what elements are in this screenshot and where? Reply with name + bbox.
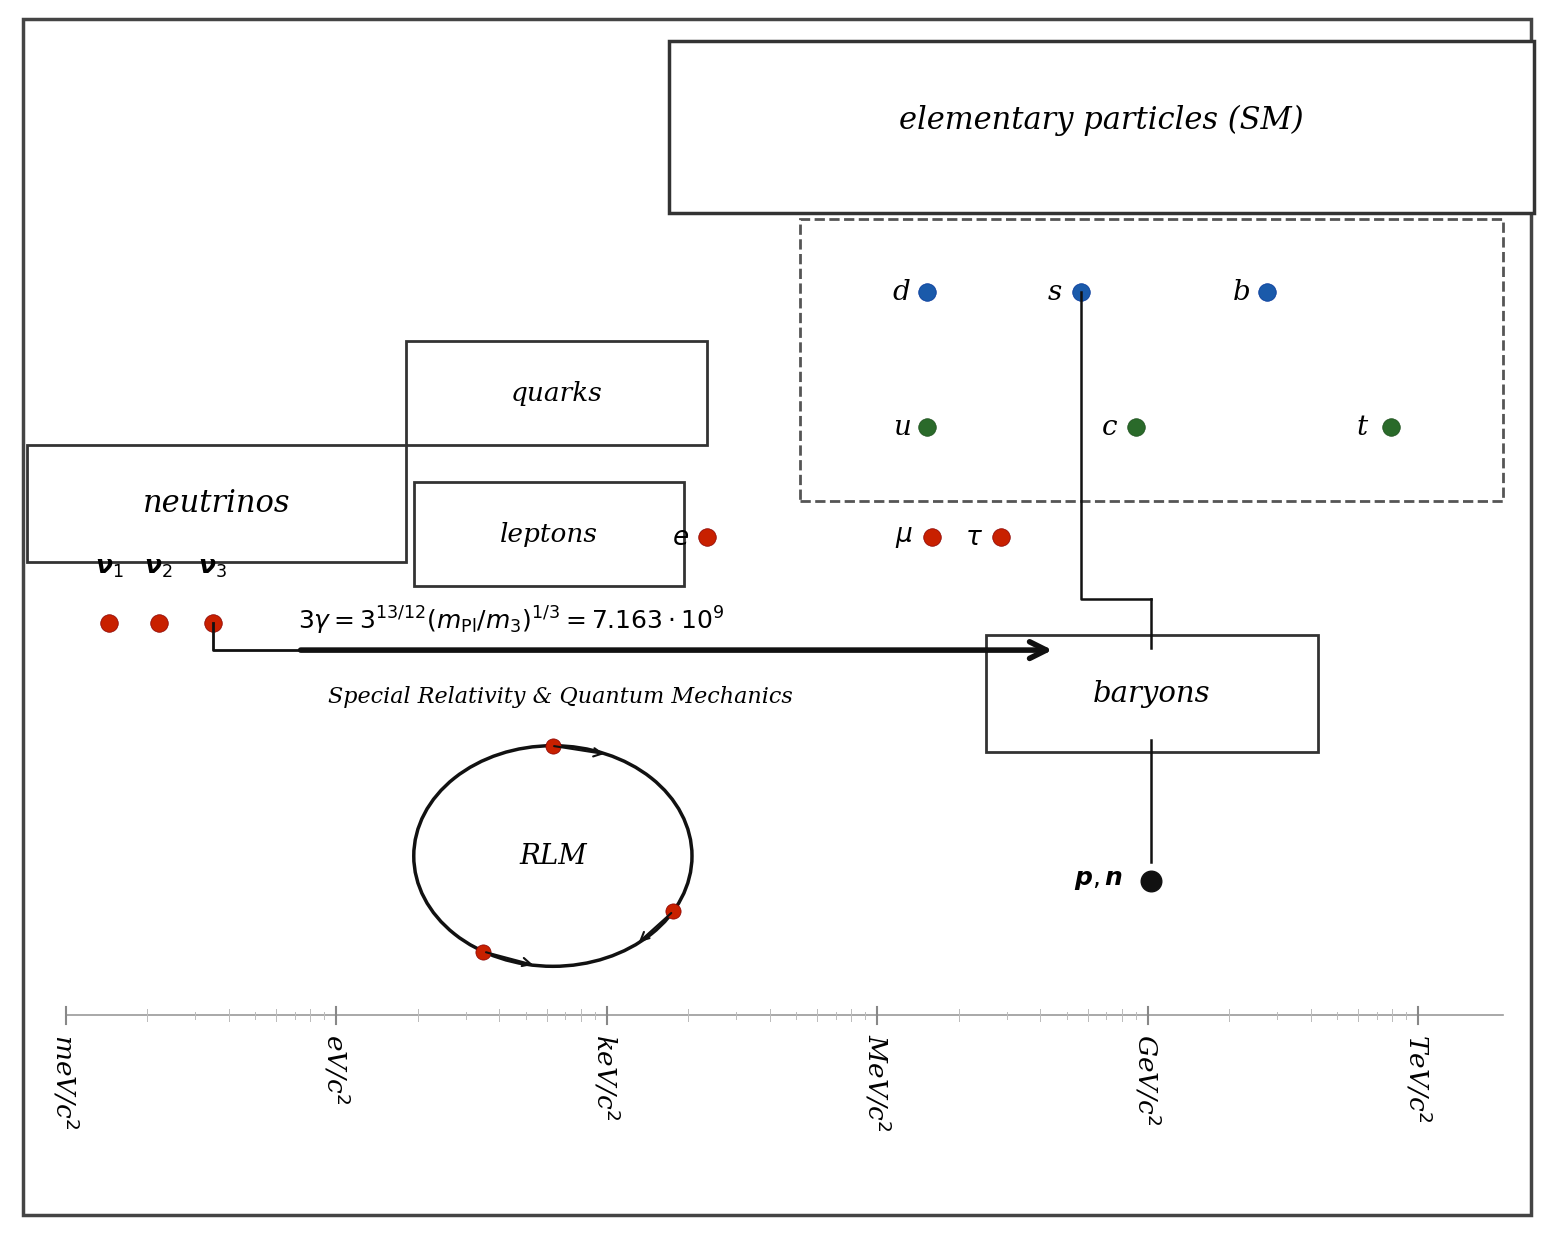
Text: Special Relativity & Quantum Mechanics: Special Relativity & Quantum Mechanics — [328, 686, 793, 707]
FancyBboxPatch shape — [406, 342, 707, 445]
Point — [471, 942, 496, 961]
Text: GeV/c$^2$: GeV/c$^2$ — [1133, 1034, 1164, 1125]
Text: meV/c$^2$: meV/c$^2$ — [51, 1034, 81, 1129]
Text: $\boldsymbol{\nu}_{3}$: $\boldsymbol{\nu}_{3}$ — [199, 558, 227, 580]
Text: s: s — [1047, 279, 1061, 306]
Text: quarks: quarks — [511, 381, 603, 406]
Point — [541, 735, 566, 755]
Text: eV/c$^2$: eV/c$^2$ — [322, 1034, 351, 1104]
Point — [1254, 283, 1279, 302]
Text: RLM: RLM — [519, 843, 587, 870]
Text: $e$: $e$ — [671, 524, 688, 550]
Point — [1124, 417, 1148, 437]
Point — [914, 417, 939, 437]
Point — [146, 613, 171, 633]
Text: u: u — [894, 413, 911, 441]
Point — [918, 527, 943, 547]
Text: d: d — [894, 279, 911, 306]
FancyBboxPatch shape — [28, 445, 406, 561]
Text: baryons: baryons — [1092, 680, 1211, 707]
Text: $\boldsymbol{\nu}_{2}$: $\boldsymbol{\nu}_{2}$ — [145, 558, 172, 580]
Text: neutrinos: neutrinos — [143, 489, 291, 520]
Text: b: b — [1232, 279, 1251, 306]
Point — [1069, 283, 1094, 302]
FancyBboxPatch shape — [668, 41, 1534, 212]
Text: elementary particles (SM): elementary particles (SM) — [900, 105, 1304, 136]
Point — [1139, 871, 1164, 891]
Text: keV/c$^2$: keV/c$^2$ — [592, 1034, 622, 1120]
FancyBboxPatch shape — [985, 636, 1318, 752]
Point — [660, 901, 685, 921]
Text: MeV/c$^2$: MeV/c$^2$ — [862, 1034, 892, 1132]
Point — [695, 527, 720, 547]
Text: TeV/c$^2$: TeV/c$^2$ — [1403, 1034, 1434, 1122]
Text: $\boldsymbol{\nu}_{1}$: $\boldsymbol{\nu}_{1}$ — [95, 558, 124, 580]
FancyBboxPatch shape — [800, 218, 1503, 501]
Point — [96, 613, 121, 633]
Point — [1378, 417, 1403, 437]
Text: leptons: leptons — [500, 522, 598, 547]
FancyBboxPatch shape — [413, 482, 684, 586]
Point — [200, 613, 225, 633]
Text: $\boldsymbol{p, n}$: $\boldsymbol{p, n}$ — [1074, 869, 1124, 892]
Point — [988, 527, 1013, 547]
Point — [914, 283, 939, 302]
Text: c: c — [1102, 413, 1117, 441]
FancyBboxPatch shape — [23, 19, 1531, 1215]
Text: $\mu$: $\mu$ — [895, 524, 914, 550]
Text: $3\gamma = 3^{13/12}(m_{\rm Pl}/m_3)^{1/3} = 7.163 \cdot 10^9$: $3\gamma = 3^{13/12}(m_{\rm Pl}/m_3)^{1/… — [298, 605, 724, 637]
Text: $\tau$: $\tau$ — [965, 524, 982, 550]
Text: t: t — [1357, 413, 1368, 441]
